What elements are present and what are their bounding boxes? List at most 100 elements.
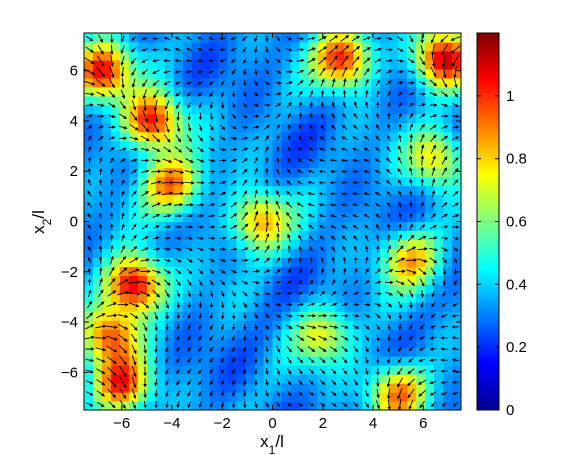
heatmap-cell <box>344 77 354 88</box>
velocity-arrow <box>408 346 414 352</box>
heatmap-cell <box>227 230 238 241</box>
velocity-arrow <box>406 246 417 252</box>
velocity-arrow <box>320 246 325 252</box>
heatmap-cell <box>209 257 220 267</box>
heatmap-cell <box>245 158 256 169</box>
velocity-arrow <box>141 48 149 52</box>
heatmap-cell <box>272 59 283 70</box>
velocity-arrow <box>198 312 203 320</box>
velocity-arrow <box>298 234 303 242</box>
velocity-arrow <box>154 378 158 387</box>
heatmap-cell <box>245 203 256 214</box>
velocity-arrow <box>131 179 137 186</box>
velocity-arrow <box>328 45 339 54</box>
velocity-arrow <box>243 335 247 342</box>
velocity-arrow <box>276 345 280 353</box>
heatmap-cell <box>308 176 318 187</box>
velocity-arrow <box>307 202 315 207</box>
heatmap-cell <box>308 221 318 232</box>
heatmap-cell <box>236 356 247 366</box>
velocity-arrow <box>97 301 105 308</box>
velocity-arrow <box>106 345 118 353</box>
velocity-arrow <box>187 312 192 320</box>
velocity-arrow <box>186 36 193 41</box>
velocity-arrow <box>429 92 438 96</box>
velocity-arrow <box>276 35 281 42</box>
heatmap-cell <box>137 275 148 285</box>
velocity-arrow <box>275 103 282 107</box>
velocity-arrow <box>153 99 158 112</box>
velocity-arrow <box>209 323 214 331</box>
heatmap-cell <box>164 392 175 402</box>
heatmap-cell <box>335 302 345 312</box>
velocity-arrow <box>220 379 225 386</box>
heatmap-cell <box>443 275 453 285</box>
velocity-arrow <box>276 123 280 131</box>
heatmap-cell <box>407 149 417 160</box>
heatmap-cell <box>245 230 256 241</box>
velocity-arrow <box>265 46 269 54</box>
heatmap-cell <box>182 122 193 133</box>
heatmap-cell <box>434 77 444 88</box>
heatmap-cell <box>110 59 121 70</box>
heatmap-cell <box>209 113 220 124</box>
heatmap-cell <box>245 239 256 250</box>
heatmap-cell <box>389 257 399 267</box>
velocity-arrow <box>127 292 141 296</box>
heatmap-cell <box>101 86 112 97</box>
velocity-arrow <box>129 257 139 264</box>
heatmap-cell <box>353 275 363 285</box>
velocity-arrow <box>329 158 337 163</box>
heatmap-cell <box>84 86 94 97</box>
heatmap-cell <box>218 392 229 402</box>
velocity-arrow <box>230 191 237 197</box>
heatmap-cell <box>182 212 193 223</box>
heatmap-cell <box>227 122 238 133</box>
velocity-arrow <box>353 245 358 253</box>
velocity-arrow <box>330 66 337 77</box>
velocity-arrow <box>332 78 336 88</box>
heatmap-cell <box>119 50 130 61</box>
heatmap-cell <box>443 365 453 375</box>
heatmap-cell <box>380 311 390 321</box>
velocity-arrow <box>419 278 425 287</box>
velocity-arrow <box>174 81 182 85</box>
heatmap-cell <box>200 293 211 303</box>
velocity-arrow <box>254 390 258 398</box>
heatmap-cell <box>218 149 229 160</box>
velocity-arrow <box>208 70 215 74</box>
heatmap-cell <box>299 347 310 357</box>
heatmap-cell <box>227 338 238 348</box>
heatmap-cell <box>236 95 247 106</box>
heatmap-cell <box>254 212 265 223</box>
velocity-arrow <box>142 322 148 332</box>
heatmap-cell <box>164 68 175 79</box>
heatmap-cell <box>110 176 121 187</box>
velocity-arrow <box>254 199 259 210</box>
velocity-arrow <box>252 246 260 253</box>
velocity-arrow <box>317 46 328 53</box>
heatmap-cell <box>425 95 435 106</box>
heatmap-cell <box>317 374 327 384</box>
velocity-arrow <box>287 146 291 152</box>
heatmap-cell <box>335 401 345 410</box>
heatmap-cell <box>182 257 193 267</box>
velocity-arrow <box>276 356 280 364</box>
velocity-arrow <box>419 400 425 409</box>
velocity-arrow <box>353 235 359 241</box>
heatmap-cell <box>416 230 426 241</box>
heatmap-cell <box>164 302 175 312</box>
velocity-arrow <box>151 279 161 286</box>
heatmap-cell <box>137 329 148 339</box>
velocity-arrow <box>151 269 161 274</box>
velocity-arrow <box>419 123 425 131</box>
velocity-arrow <box>430 213 437 219</box>
heatmap-cell <box>353 401 363 410</box>
heatmap-cell <box>191 203 202 214</box>
heatmap-cell <box>119 185 130 196</box>
velocity-arrow <box>118 344 128 354</box>
heatmap-cell <box>110 86 121 97</box>
heatmap-cell <box>308 122 318 133</box>
velocity-arrow <box>352 192 359 196</box>
heatmap-cell <box>155 140 166 151</box>
